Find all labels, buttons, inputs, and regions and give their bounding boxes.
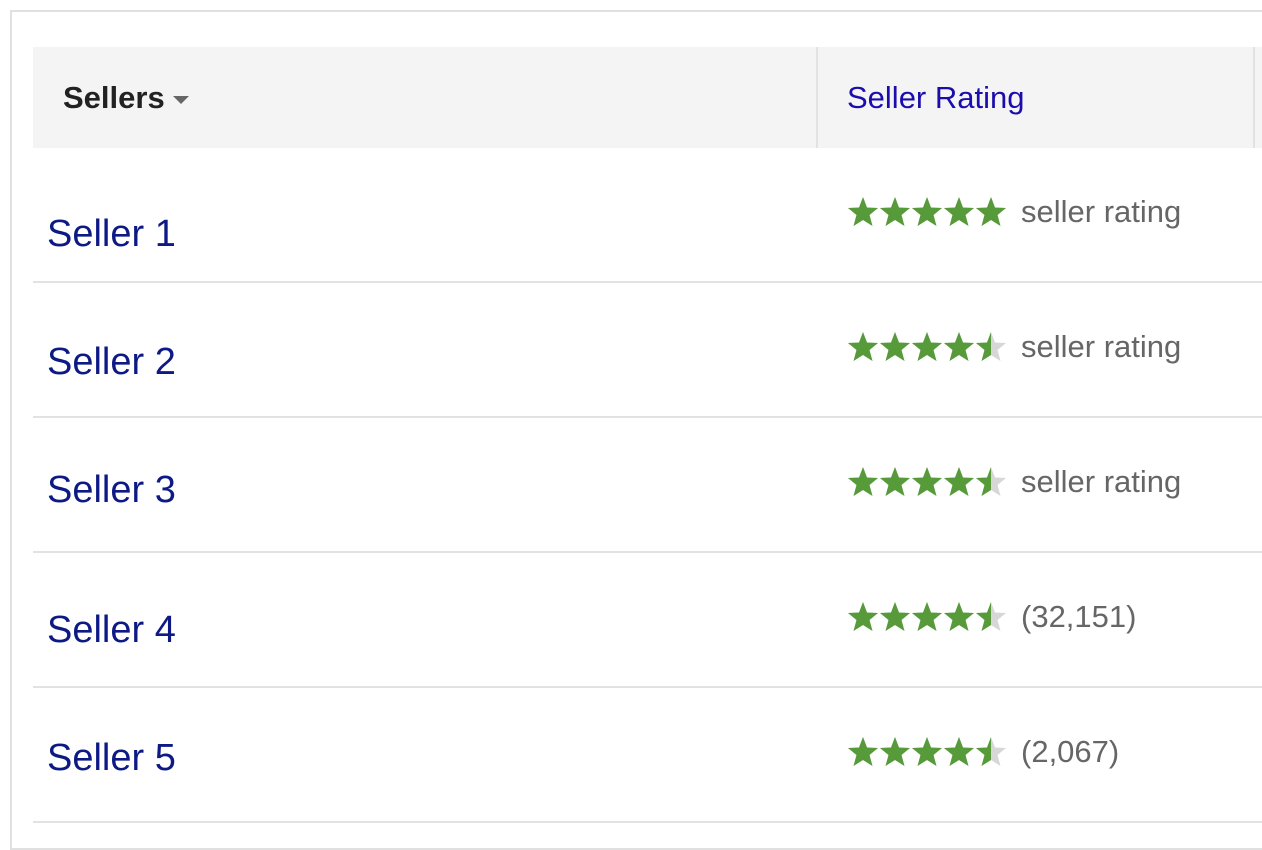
table-header: Sellers Seller Rating [33, 47, 1262, 148]
seller-rating: seller rating [847, 329, 1181, 365]
table-row: Seller 3 seller rating [33, 418, 1262, 553]
seller-rating: (32,151) [847, 599, 1136, 635]
seller-rating: (2,067) [847, 734, 1119, 770]
seller-rating: seller rating [847, 464, 1181, 500]
star-rating-icon [848, 737, 1006, 766]
rating-label: (32,151) [1021, 599, 1137, 634]
table-row: Seller 5 (2,067) [33, 688, 1262, 823]
star-rating-icon [848, 602, 1006, 631]
table-row: Seller 1 seller rating [33, 148, 1262, 283]
rating-label: seller rating [1021, 329, 1182, 364]
rating-label: seller rating [1021, 464, 1182, 499]
caret-down-icon [172, 95, 189, 104]
seller-name-link[interactable]: Seller 1 [47, 213, 176, 255]
star-rating-icon [848, 467, 1006, 496]
seller-name-link[interactable]: Seller 2 [47, 341, 176, 383]
seller-rating-header[interactable]: Seller Rating [847, 80, 1025, 115]
rating-label: seller rating [1021, 194, 1182, 229]
seller-rating: seller rating [847, 194, 1181, 230]
column-divider [816, 47, 818, 148]
column-divider [1253, 47, 1255, 148]
star-rating-icon [848, 197, 1006, 226]
sellers-header-label: Sellers [63, 80, 165, 115]
star-rating-icon [848, 332, 1006, 361]
rating-label: (2,067) [1021, 734, 1120, 769]
table-row: Seller 4 (32,151) [33, 553, 1262, 688]
seller-name-link[interactable]: Seller 4 [47, 609, 176, 651]
seller-name-link[interactable]: Seller 5 [47, 737, 176, 779]
table-row: Seller 2 seller rating [33, 283, 1262, 418]
seller-name-link[interactable]: Seller 3 [47, 469, 176, 511]
sellers-sort-header[interactable]: Sellers [63, 80, 189, 116]
